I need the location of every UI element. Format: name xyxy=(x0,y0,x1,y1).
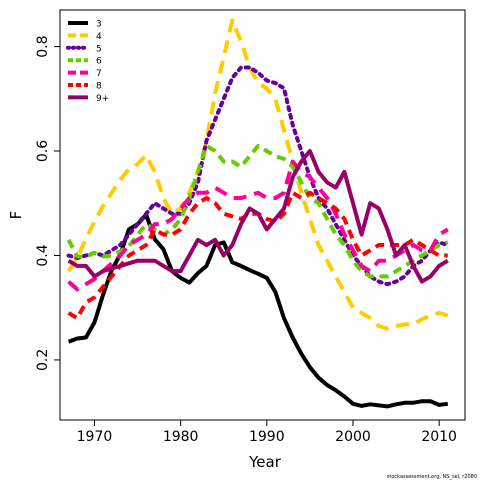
series-line-4 xyxy=(66,18,449,331)
x-tick-label: 1980 xyxy=(163,429,199,445)
legend-label-4: 4 xyxy=(96,32,102,42)
x-tick-label: 1990 xyxy=(249,429,285,445)
x-axis: 1970 1980 1990 2000 2010 xyxy=(77,420,457,445)
x-axis-label: Year xyxy=(248,453,282,471)
series-line-5 xyxy=(66,65,450,287)
y-tick-label: 0.8 xyxy=(35,35,51,57)
y-tick-label: 0.6 xyxy=(35,140,51,162)
series-line-3 xyxy=(67,212,449,409)
y-axis: 0.2 0.4 0.6 0.8 xyxy=(35,35,60,371)
legend-label-9: 9+ xyxy=(96,94,109,104)
x-tick-label: 2000 xyxy=(335,429,371,445)
x-tick-label: 2010 xyxy=(421,429,457,445)
legend-label-6: 6 xyxy=(96,57,102,67)
series-line-6 xyxy=(66,143,449,279)
x-tick-label: 1970 xyxy=(77,429,113,445)
y-axis-label: F xyxy=(7,211,25,220)
legend-label-8: 8 xyxy=(96,82,102,92)
series-line-9 xyxy=(67,149,449,284)
y-tick-label: 0.4 xyxy=(35,244,51,266)
credit-text: stockassessment.org, NS_sel, r2080 xyxy=(387,474,477,480)
series-line-7 xyxy=(67,159,449,292)
legend: 3 4 5 6 7 8 9+ xyxy=(66,20,109,104)
series-layer xyxy=(66,18,450,409)
plot-frame xyxy=(59,9,466,421)
legend-label-5: 5 xyxy=(96,44,102,54)
legend-label-3: 3 xyxy=(96,20,102,30)
y-tick-label: 0.2 xyxy=(35,349,51,371)
legend-label-7: 7 xyxy=(96,69,102,79)
